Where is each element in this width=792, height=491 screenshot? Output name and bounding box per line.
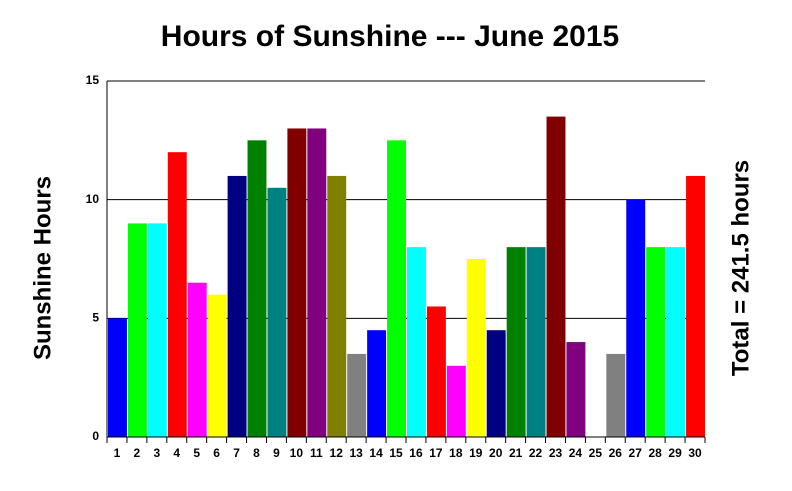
bar <box>307 128 327 437</box>
x-tick-label: 27 <box>629 446 643 460</box>
x-tick-label: 29 <box>668 446 682 460</box>
x-tick-label: 17 <box>429 446 443 460</box>
y-tick-label: 10 <box>86 192 100 206</box>
x-tick-label: 14 <box>369 446 383 460</box>
bar <box>486 330 506 437</box>
bar <box>606 353 626 437</box>
x-tick-label: 11 <box>310 446 323 460</box>
x-tick-label: 23 <box>549 446 563 460</box>
annotation: Total = 241.5 hours <box>727 160 754 376</box>
bar <box>327 175 347 437</box>
bar <box>506 247 526 437</box>
bar <box>108 318 127 437</box>
x-tick-label: 5 <box>193 446 200 460</box>
x-tick-label: 15 <box>389 446 403 460</box>
x-tick-label: 6 <box>213 446 220 460</box>
x-tick-label: 4 <box>173 446 180 460</box>
x-tick-label: 8 <box>253 446 260 460</box>
bar <box>646 247 666 437</box>
bar <box>227 175 247 437</box>
bar <box>407 247 426 437</box>
bar <box>347 353 367 437</box>
x-tick-label: 18 <box>449 446 463 460</box>
bar <box>367 330 387 437</box>
y-tick-label: 0 <box>92 429 99 443</box>
bar <box>387 140 406 438</box>
x-tick-label: 16 <box>409 446 423 460</box>
bar <box>686 175 705 437</box>
bar <box>426 306 446 437</box>
bar <box>187 282 207 437</box>
x-tick-label: 7 <box>233 446 240 460</box>
x-tick-label: 25 <box>589 446 603 460</box>
bar <box>626 199 646 437</box>
x-tick-label: 3 <box>153 446 160 460</box>
x-tick-label: 13 <box>349 446 363 460</box>
chart-title: Hours of Sunshine --- June 2015 <box>161 20 619 53</box>
bar <box>147 223 167 437</box>
y-tick-label: 15 <box>86 73 100 87</box>
x-tick-label: 24 <box>569 446 583 460</box>
x-tick-label: 2 <box>134 446 141 460</box>
x-tick-label: 19 <box>469 446 483 460</box>
bar <box>167 152 187 437</box>
x-tick-label: 10 <box>290 446 304 460</box>
bar <box>526 247 546 437</box>
bar <box>566 342 586 437</box>
y-tick-label: 5 <box>92 311 99 325</box>
bar <box>546 116 566 437</box>
x-tick-label: 26 <box>609 446 623 460</box>
bar <box>247 140 267 438</box>
x-tick-label: 21 <box>509 446 523 460</box>
bar <box>127 223 147 437</box>
bar <box>446 365 466 437</box>
x-tick-label: 9 <box>273 446 280 460</box>
x-tick-label: 22 <box>529 446 543 460</box>
bar <box>267 187 287 437</box>
x-tick-label: 28 <box>648 446 662 460</box>
x-tick-label: 1 <box>114 446 121 460</box>
bar <box>287 128 307 437</box>
x-tick-label: 12 <box>330 446 344 460</box>
bar <box>207 294 227 437</box>
x-tick-label: 30 <box>688 446 702 460</box>
y-axis-label: Sunshine Hours <box>29 176 56 360</box>
bar <box>466 259 486 437</box>
bar <box>666 247 686 437</box>
x-tick-label: 20 <box>489 446 503 460</box>
